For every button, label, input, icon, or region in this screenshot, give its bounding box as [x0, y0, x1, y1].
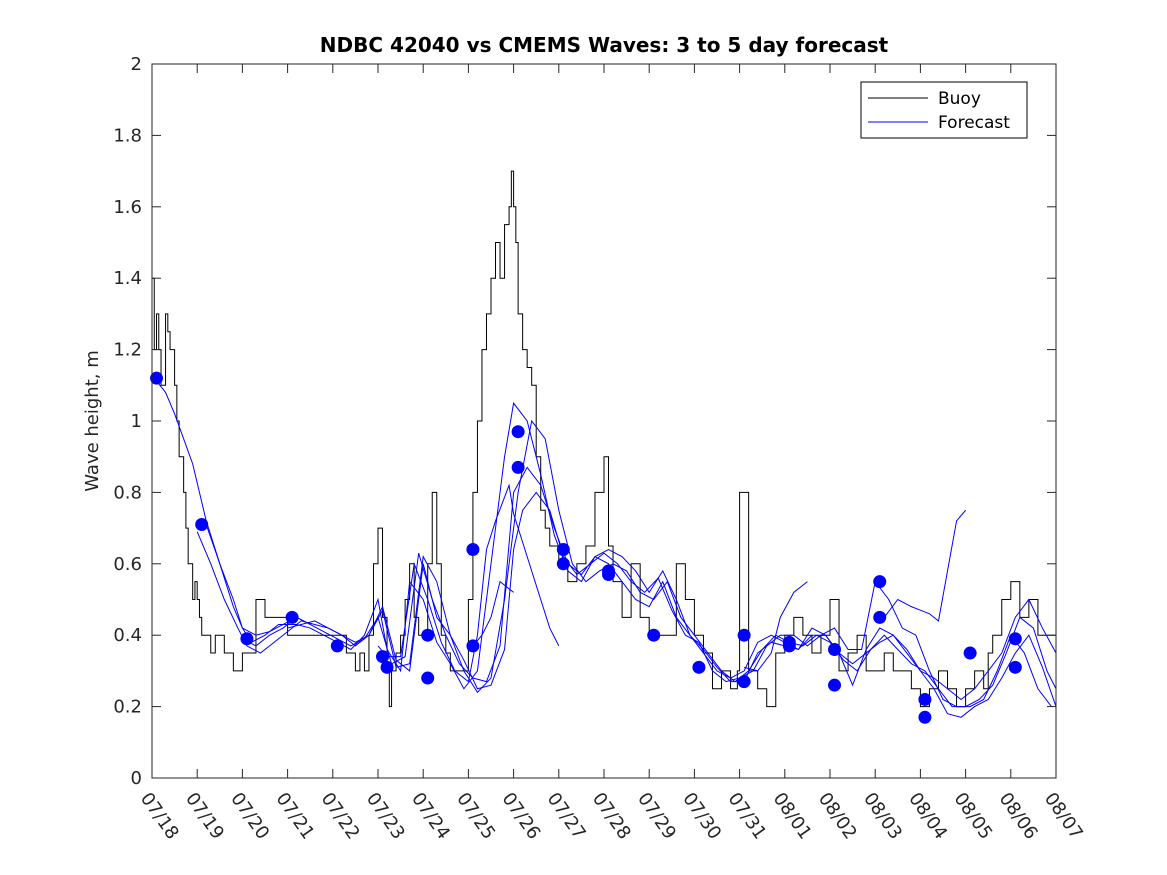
forecast-marker	[240, 632, 254, 646]
buoy-series-line	[152, 170, 1057, 708]
forecast-marker	[782, 639, 796, 653]
forecast-marker	[918, 692, 932, 706]
forecast-marker	[602, 568, 616, 582]
forecast-marker	[828, 678, 842, 692]
y-tick-label: 1.8	[113, 125, 142, 146]
y-tick-label: 2	[131, 54, 142, 75]
forecast-marker	[421, 628, 435, 642]
y-tick-label: 0.4	[113, 625, 142, 646]
y-axis-label: Wave height, m	[82, 350, 103, 491]
forecast-marker	[692, 660, 706, 674]
forecast-series-line-6	[472, 580, 514, 647]
legend: Buoy Forecast	[860, 81, 1028, 139]
forecast-marker	[466, 639, 480, 653]
y-tick-label: 1.4	[113, 268, 142, 289]
forecast-marker	[1008, 660, 1022, 674]
forecast-marker	[195, 518, 209, 532]
forecast-marker	[466, 543, 480, 557]
forecast-series-line-2	[242, 466, 1057, 718]
forecast-marker	[380, 660, 394, 674]
chart-title: NDBC 42040 vs CMEMS Waves: 3 to 5 day fo…	[320, 33, 889, 57]
forecast-series-line-8	[883, 509, 966, 622]
forecast-marker	[285, 610, 299, 624]
forecast-marker	[511, 460, 525, 474]
legend-box	[860, 81, 1028, 139]
forecast-marker	[737, 628, 751, 642]
forecast-series-line-3	[287, 491, 1052, 708]
y-tick-label: 1.2	[113, 340, 142, 361]
legend-forecast-label: Forecast	[938, 113, 1010, 133]
forecast-marker	[421, 671, 435, 685]
forecast-marker	[828, 642, 842, 656]
plot-area	[150, 170, 1057, 724]
y-tick-label: 0	[131, 768, 142, 789]
forecast-marker	[376, 650, 390, 664]
forecast-marker	[330, 639, 344, 653]
forecast-marker	[873, 575, 887, 589]
forecast-marker	[1008, 632, 1022, 646]
y-tick-label: 1	[131, 411, 142, 432]
y-tick-label: 0.6	[113, 554, 142, 575]
forecast-marker	[647, 628, 661, 642]
forecast-marker	[556, 557, 570, 571]
forecast-marker	[963, 646, 977, 660]
forecast-marker	[873, 610, 887, 624]
forecast-series-line-7	[743, 581, 808, 672]
forecast-series-line-5	[377, 483, 560, 683]
forecast-marker	[918, 710, 932, 724]
forecast-marker	[737, 675, 751, 689]
forecast-marker	[150, 371, 164, 385]
y-tick-label: 0.8	[113, 482, 142, 503]
y-tick-label: 1.6	[113, 197, 142, 218]
forecast-marker	[556, 543, 570, 557]
forecast-marker	[511, 425, 525, 439]
legend-buoy-label: Buoy	[938, 89, 981, 109]
y-tick-label: 0.2	[113, 697, 142, 718]
